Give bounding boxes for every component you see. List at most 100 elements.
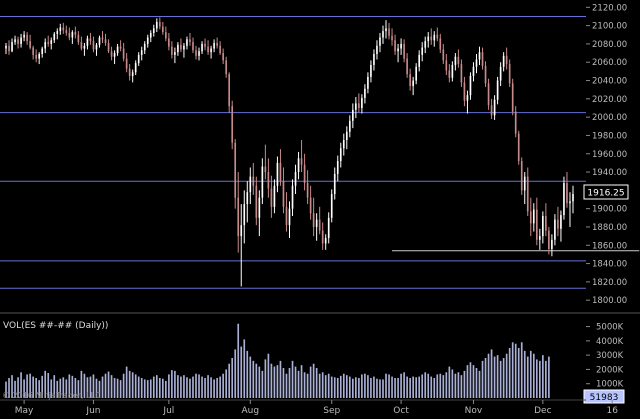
candle-body xyxy=(131,72,134,76)
volume-bar xyxy=(352,378,354,398)
volume-bar xyxy=(457,372,460,398)
candle-body xyxy=(11,42,13,52)
volume-bar xyxy=(107,371,110,398)
volume-bar xyxy=(502,358,505,398)
x-tick-label: Jun xyxy=(85,406,100,416)
candle-body xyxy=(330,194,333,218)
volume-bar xyxy=(273,366,276,398)
candle-body xyxy=(379,37,381,46)
volume-bar xyxy=(29,373,31,398)
candle-body xyxy=(65,30,68,33)
x-tick-label: Aug xyxy=(242,406,260,416)
candle-body xyxy=(487,83,490,106)
candle-body xyxy=(376,45,378,54)
volume-bar xyxy=(306,373,309,398)
volume-bar xyxy=(376,378,378,398)
volume-bar xyxy=(65,379,68,398)
candle-body xyxy=(41,48,44,54)
candle-body xyxy=(264,166,267,173)
volume-bar xyxy=(342,373,345,398)
volume-bar xyxy=(345,375,348,398)
candle-body xyxy=(122,48,125,59)
volume-bar xyxy=(131,372,134,398)
candle-body xyxy=(454,56,457,65)
volume-bar xyxy=(207,375,209,398)
volume-bar xyxy=(62,377,65,398)
volume-bar xyxy=(158,378,161,398)
candle-body xyxy=(358,103,360,108)
volume-bar xyxy=(258,366,261,398)
candle-body xyxy=(140,50,143,55)
volume-bar xyxy=(11,375,13,398)
volume-bar xyxy=(321,372,324,398)
candle-body xyxy=(342,140,345,149)
volume-bar xyxy=(240,346,243,398)
candle-body xyxy=(352,109,354,121)
volume-bar xyxy=(333,377,336,398)
candle-body xyxy=(520,161,523,191)
candle-body xyxy=(165,32,167,39)
candle-body xyxy=(174,52,176,55)
volume-bar xyxy=(53,375,56,398)
volume-bar xyxy=(68,374,71,398)
volume-bar xyxy=(370,378,372,398)
candle-body xyxy=(204,43,206,47)
candle-body xyxy=(125,58,128,69)
volume-bar xyxy=(355,377,357,398)
volume-bar xyxy=(382,379,384,398)
candle-body xyxy=(119,46,122,49)
candle-body xyxy=(249,176,252,193)
candle-body xyxy=(505,55,508,65)
x-tick-label: Sep xyxy=(323,406,340,416)
volume-bar xyxy=(152,376,155,398)
price-tick-label: 2100.00 xyxy=(592,22,627,32)
candle-body xyxy=(146,37,149,44)
volume-bar xyxy=(535,359,538,398)
volume-bar xyxy=(300,365,303,398)
candle-body xyxy=(321,230,324,244)
volume-bar xyxy=(364,373,366,398)
volume-bar xyxy=(409,378,411,398)
volume-bar xyxy=(77,380,80,398)
volume-bar xyxy=(80,370,83,398)
volume-bar xyxy=(252,360,255,398)
price-tick-label: 1900.00 xyxy=(592,205,627,215)
volume-bar xyxy=(391,376,393,398)
x-tick-label: Dec xyxy=(534,406,551,416)
candle-body xyxy=(373,53,375,65)
volume-bar xyxy=(47,373,50,398)
volume-bar xyxy=(279,360,282,398)
candle-body xyxy=(370,64,372,77)
candle-body xyxy=(273,185,276,207)
volume-bar xyxy=(237,323,240,398)
price-tick-label: 2080.00 xyxy=(592,40,627,50)
price-tick-label: 1860.00 xyxy=(592,241,627,251)
volume-bar xyxy=(17,377,19,398)
candle-body xyxy=(385,28,387,32)
candle-body xyxy=(499,66,502,81)
volume-bar xyxy=(122,373,125,398)
volume-bar xyxy=(71,375,74,398)
volume-bar xyxy=(255,363,258,398)
volume-bar xyxy=(538,360,541,398)
price-axis: 1800.00 1820.00 1840.00 1860.00 1880.00 1900.… xyxy=(586,3,627,306)
volume-bar xyxy=(448,366,451,398)
volume-bar xyxy=(499,360,502,398)
price-tick-label: 1820.00 xyxy=(592,278,627,288)
candle-body xyxy=(548,230,550,249)
candle-body xyxy=(463,82,466,101)
volume-bar xyxy=(264,359,267,398)
last-volume-box xyxy=(583,389,625,404)
candle-body xyxy=(291,185,294,209)
candle-body xyxy=(149,32,152,38)
candle-body xyxy=(38,53,41,59)
candle-body xyxy=(143,43,146,51)
candle-body xyxy=(44,42,47,49)
candle-body xyxy=(569,201,571,204)
candle-body xyxy=(198,51,200,56)
volume-bar xyxy=(204,378,206,398)
candle-body xyxy=(98,37,101,45)
volume-bar xyxy=(125,366,128,398)
candle-body xyxy=(469,75,472,96)
